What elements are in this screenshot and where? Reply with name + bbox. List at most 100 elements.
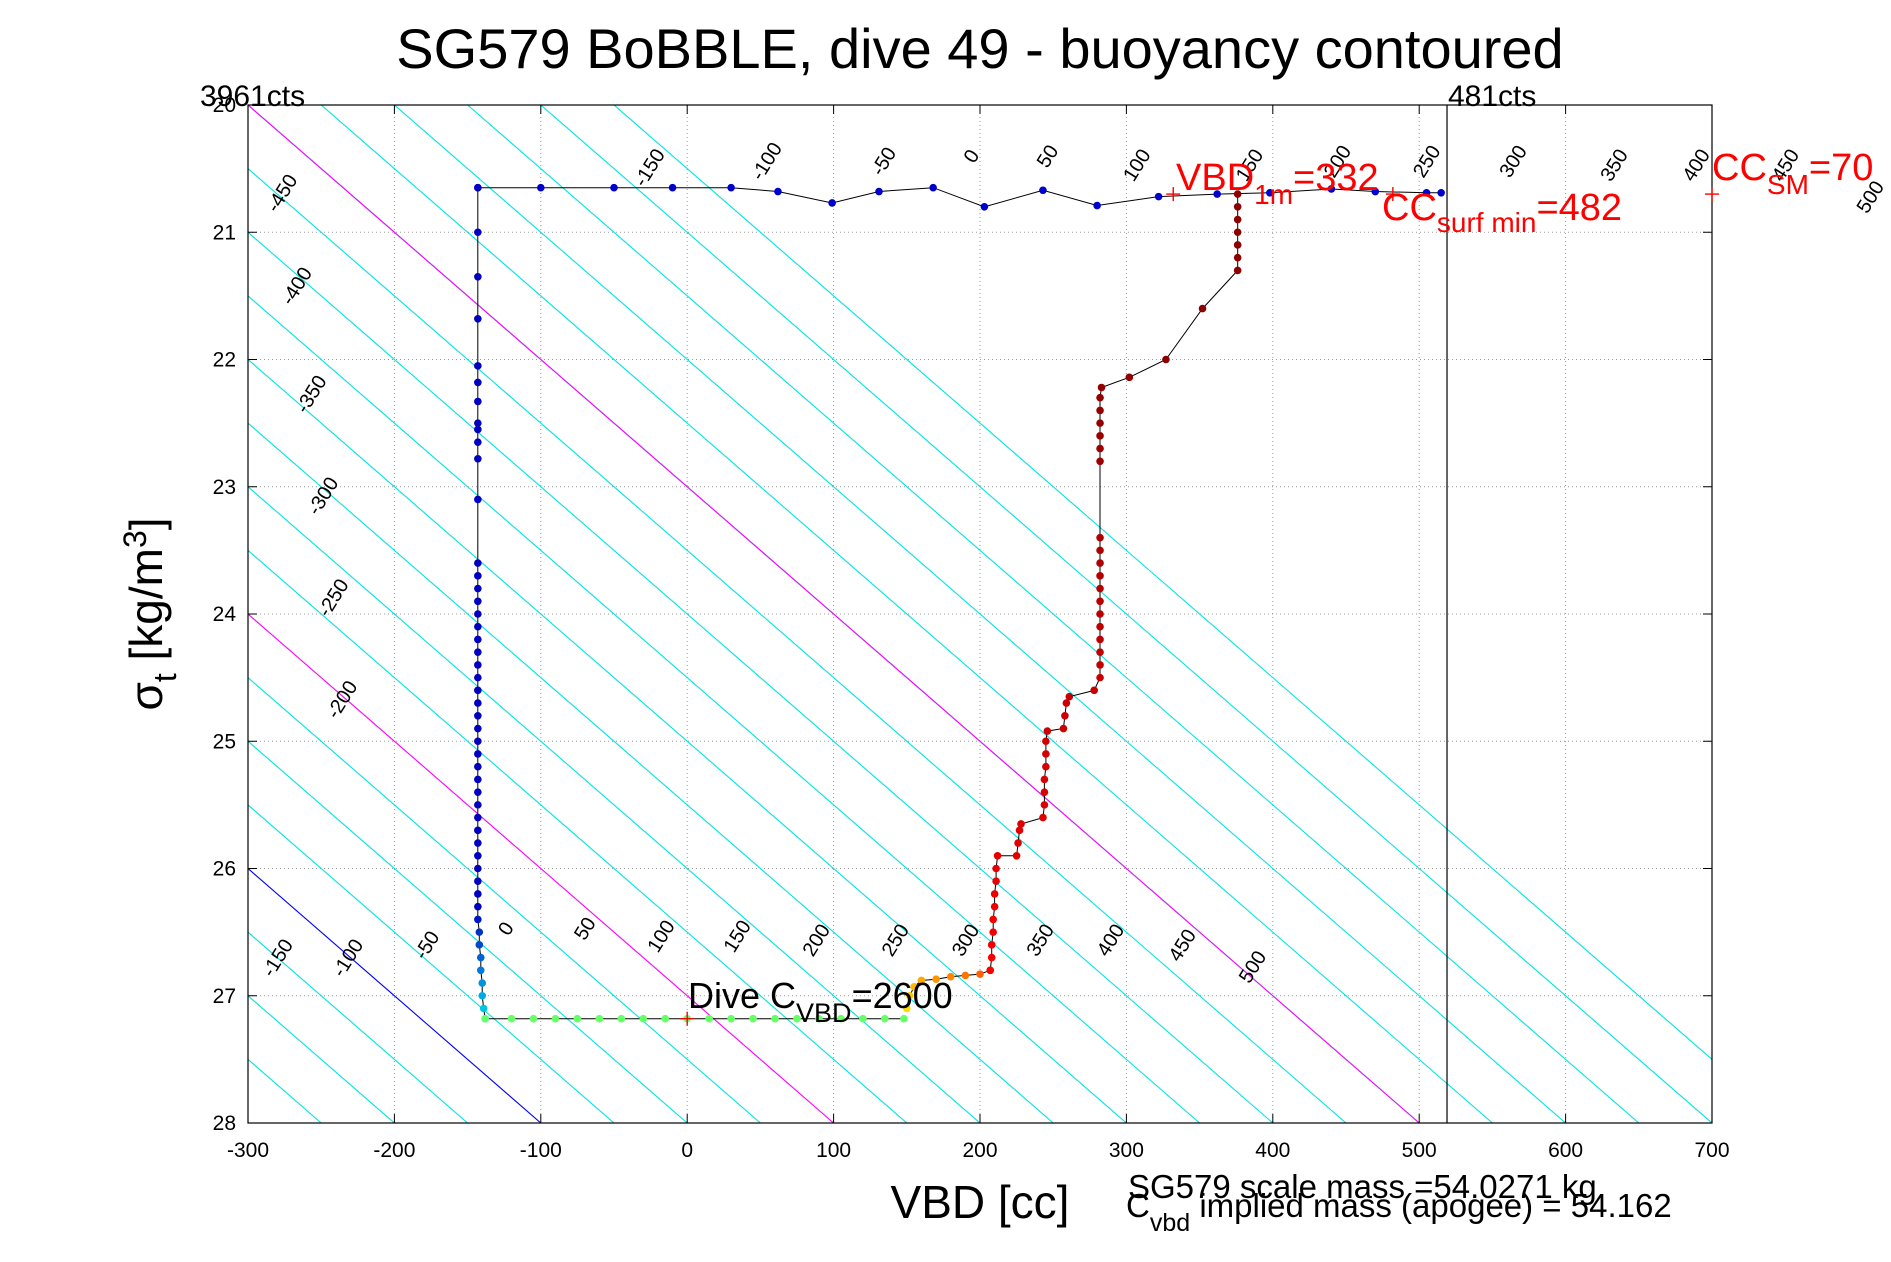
dive-cvbd-contour-line bbox=[248, 867, 542, 1123]
data-point-climb bbox=[1096, 635, 1104, 644]
y-ticks: 20 21 22 23 24 25 26 27 28 bbox=[213, 94, 1712, 1135]
data-point-descent bbox=[474, 425, 482, 434]
data-point-dive bbox=[1371, 187, 1380, 196]
data-point-turn bbox=[903, 1004, 911, 1013]
data-point-descent bbox=[474, 915, 482, 924]
data-point-climb bbox=[1096, 610, 1104, 618]
data-point-climb bbox=[1096, 533, 1104, 542]
cc-surf-sub: surf min bbox=[1437, 207, 1537, 238]
data-point-turn bbox=[910, 983, 918, 991]
data-point-climb bbox=[1042, 750, 1050, 758]
contour-line bbox=[248, 676, 761, 1123]
magenta-contour-line bbox=[248, 613, 834, 1123]
data-point-descent bbox=[478, 991, 487, 1000]
data-point-descent bbox=[475, 928, 484, 936]
y-tick-label: 26 bbox=[213, 858, 236, 881]
data-point-descent bbox=[476, 953, 485, 962]
data-point-descent bbox=[474, 362, 482, 370]
data-point-dive bbox=[610, 183, 618, 192]
data-point-descent bbox=[474, 851, 482, 860]
data-point-climb bbox=[1233, 203, 1242, 211]
x-tick-label: 0 bbox=[681, 1139, 693, 1162]
x-tick-label: 100 bbox=[816, 1139, 851, 1162]
data-point-descent bbox=[474, 314, 482, 323]
data-point-climb bbox=[1012, 851, 1021, 860]
x-ticks: -300 -200 -100 0 100 200 300 400 500 600 700 bbox=[227, 105, 1730, 1162]
data-point-turn bbox=[905, 991, 914, 1000]
data-point-climb bbox=[987, 941, 996, 949]
contour-line bbox=[320, 105, 1493, 1123]
data-point-climb bbox=[1040, 788, 1049, 796]
data-point-climb bbox=[987, 953, 996, 962]
data-point-dive bbox=[875, 187, 883, 196]
data-point-descent bbox=[474, 272, 482, 281]
contour-line bbox=[0, 105, 28, 1123]
data-point-bottom bbox=[617, 1014, 626, 1023]
data-point-climb bbox=[1233, 190, 1242, 198]
data-point-descent bbox=[474, 801, 482, 809]
data-point-climb bbox=[1096, 444, 1104, 453]
data-point-climb bbox=[1090, 686, 1098, 695]
data-point-climb bbox=[1061, 712, 1069, 720]
data-point-dive bbox=[537, 183, 545, 192]
data-point-climb bbox=[1096, 406, 1104, 415]
data-point-descent bbox=[474, 635, 482, 644]
data-point-bottom bbox=[529, 1014, 538, 1023]
count-label-right: 481cts bbox=[1448, 80, 1536, 113]
data-point-bottom bbox=[815, 1014, 823, 1023]
data-point-descent bbox=[475, 941, 484, 949]
data-point-descent bbox=[474, 864, 482, 873]
data-point-climb bbox=[990, 902, 999, 911]
data-point-dive bbox=[1327, 185, 1336, 193]
contour-line bbox=[613, 105, 1712, 1061]
data-point-climb bbox=[1096, 673, 1104, 682]
data-point-climb bbox=[1040, 801, 1049, 809]
y-tick-label: 24 bbox=[213, 603, 237, 626]
data-point-climb bbox=[1233, 253, 1242, 262]
y-tick-label: 23 bbox=[213, 476, 236, 499]
vbd-1m-annotation: VBD1m=332 bbox=[1176, 157, 1379, 210]
data-point-dive bbox=[774, 187, 782, 196]
vbd-1m-value: =332 bbox=[1293, 157, 1379, 199]
cc-sm-annotation: CCSM=70 bbox=[1712, 147, 1873, 200]
data-point-dive bbox=[1154, 192, 1163, 201]
ylabel-unit: [kg/m bbox=[120, 548, 172, 673]
y-axis-label: σt [kg/m3] bbox=[117, 517, 183, 710]
buoyancy-contours bbox=[0, 105, 1712, 1123]
data-point-climb bbox=[1096, 584, 1104, 593]
cc-sm-main: CC bbox=[1712, 147, 1767, 189]
data-point-climb bbox=[1042, 737, 1050, 746]
y-tick-label: 25 bbox=[213, 730, 236, 753]
contour-line bbox=[248, 549, 908, 1123]
data-point-descent bbox=[474, 495, 482, 504]
data-point-bottom bbox=[881, 1014, 889, 1023]
data-point-climb bbox=[1233, 241, 1242, 249]
x-tick-label: -200 bbox=[373, 1139, 415, 1162]
data-point-bottom bbox=[551, 1014, 560, 1023]
data-point-descent bbox=[474, 572, 482, 580]
data-point-climb bbox=[990, 890, 999, 898]
data-point-climb bbox=[1096, 648, 1104, 656]
x-tick-label: 400 bbox=[1255, 1139, 1290, 1162]
data-point-bottom bbox=[507, 1014, 516, 1023]
data-point-climb bbox=[1040, 775, 1049, 784]
contour-line bbox=[248, 231, 1274, 1123]
data-point-climb bbox=[1096, 419, 1104, 427]
data-point-descent bbox=[474, 183, 482, 192]
cc-sm-sub: SM bbox=[1767, 169, 1809, 200]
data-point-dive bbox=[1213, 190, 1221, 198]
data-point-dive bbox=[727, 183, 735, 192]
data-point-descent bbox=[474, 673, 482, 682]
y-tick-label: 27 bbox=[213, 985, 236, 1008]
data-point-descent bbox=[474, 228, 482, 237]
data-point-descent bbox=[474, 724, 482, 733]
data-point-climb bbox=[992, 864, 1000, 873]
data-point-bottom bbox=[749, 1014, 757, 1023]
data-point-climb bbox=[1125, 373, 1134, 382]
data-point-descent bbox=[474, 438, 482, 447]
chart-title: SG579 BoBBLE, dive 49 - buoyancy contour… bbox=[396, 17, 1563, 80]
contour-line bbox=[248, 167, 1347, 1123]
implied-rest: implied mass (apogee) = 54.162 bbox=[1190, 1187, 1672, 1224]
data-point-descent bbox=[474, 813, 482, 822]
